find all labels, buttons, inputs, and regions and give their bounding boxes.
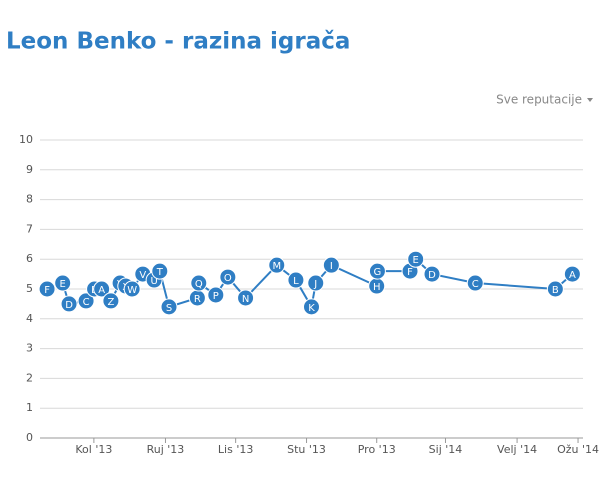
point-label: P: [213, 291, 219, 302]
point-label: Z: [107, 297, 114, 308]
point-label: A: [98, 285, 105, 296]
data-point: [93, 280, 111, 298]
point-label: S: [166, 303, 172, 314]
point-label: H: [373, 282, 381, 293]
data-point: [160, 298, 178, 316]
y-tick-label: 4: [26, 312, 33, 325]
data-point: [237, 289, 255, 307]
point-label: A: [569, 270, 576, 281]
y-tick-label: 8: [26, 193, 33, 206]
point-label: F: [407, 267, 413, 278]
data-point: [407, 250, 425, 268]
data-point: [546, 280, 564, 298]
data-point: [54, 274, 72, 292]
point-label: G: [374, 267, 382, 278]
data-point: [466, 274, 484, 292]
data-point: [123, 280, 141, 298]
x-tick-label: Pro '13: [358, 443, 396, 456]
data-point: [303, 298, 320, 316]
point-label: J: [313, 279, 317, 290]
x-tick-label: Velj '14: [497, 443, 537, 456]
point-label: V: [139, 270, 146, 281]
x-tick-label: Ruj '13: [147, 443, 185, 456]
data-point: [423, 265, 441, 283]
point-label: I: [330, 261, 333, 272]
y-tick-label: 9: [26, 163, 33, 176]
y-tick-label: 10: [19, 133, 33, 146]
point-label: B: [552, 285, 559, 296]
y-tick-label: 0: [26, 431, 33, 444]
data-point: [77, 292, 95, 310]
y-tick-label: 3: [26, 342, 33, 355]
x-tick-label: Ožu '14: [557, 443, 599, 456]
dropdown-arrow[interactable]: [587, 98, 593, 102]
point-label: T: [156, 267, 164, 278]
point-label: E: [60, 279, 66, 290]
data-point: [368, 262, 386, 280]
point-label: R: [194, 294, 201, 305]
x-tick-label: Kol '13: [75, 443, 112, 456]
point-label: D: [428, 270, 436, 281]
point-label: K: [308, 303, 315, 314]
data-point: [219, 268, 237, 286]
point-label: C: [83, 297, 90, 308]
x-tick-label: Stu '13: [287, 443, 326, 456]
data-point: [322, 256, 340, 274]
point-label: C: [472, 279, 479, 290]
point-label: N: [242, 294, 249, 305]
y-tick-label: 7: [26, 222, 33, 235]
data-point: [207, 286, 225, 304]
point-label: W: [127, 285, 137, 296]
y-tick-label: 5: [26, 282, 33, 295]
x-tick-label: Sij '14: [429, 443, 463, 456]
point-label: M: [272, 261, 281, 272]
y-tick-label: 6: [26, 252, 33, 265]
data-point: [60, 295, 78, 313]
point-label: L: [293, 276, 299, 287]
y-tick-label: 1: [26, 401, 33, 414]
point-label: E: [413, 255, 419, 266]
point-label: Q: [195, 279, 203, 290]
point-label: D: [65, 300, 73, 311]
chart-title: Leon Benko - razina igrača: [6, 29, 350, 55]
data-point: [287, 271, 305, 289]
point-label: F: [44, 285, 50, 296]
data-point: [151, 262, 169, 280]
data-point: [38, 280, 56, 298]
y-tick-label: 2: [26, 371, 33, 384]
data-point: [190, 274, 208, 292]
point-label: O: [224, 273, 232, 284]
data-point: [307, 274, 325, 292]
data-point: [102, 292, 120, 310]
filter-dropdown[interactable]: Sve reputacije: [496, 93, 582, 107]
x-tick-label: Lis '13: [218, 443, 253, 456]
data-point: [268, 256, 286, 274]
point-label: U: [150, 276, 157, 287]
data-point: [563, 265, 581, 283]
